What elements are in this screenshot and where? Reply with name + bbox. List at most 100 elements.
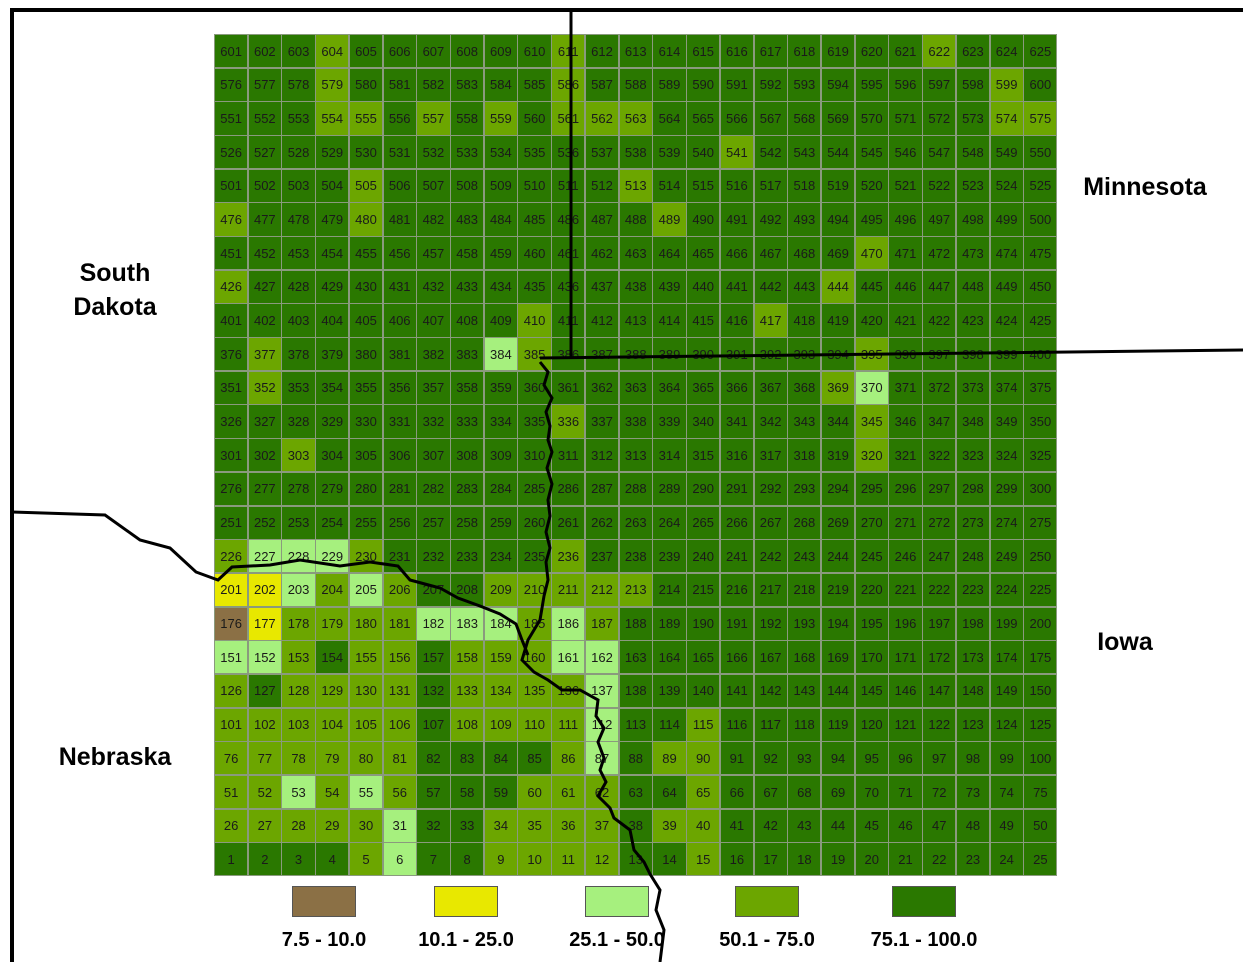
grid-cell: 185 (517, 606, 552, 641)
grid-cell: 78 (281, 741, 316, 776)
grid-cell: 43 (787, 808, 822, 843)
grid-cell: 379 (315, 337, 350, 372)
legend-swatch-4 (735, 886, 799, 917)
legend-label-4: 50.1 - 75.0 (719, 929, 815, 951)
grid-cell: 333 (450, 404, 485, 439)
grid-cell: 300 (1023, 471, 1058, 506)
grid-cell: 215 (686, 572, 721, 608)
grid-cell: 71 (888, 774, 923, 810)
grid-cell: 526 (214, 135, 249, 170)
grid-cell: 435 (517, 269, 552, 304)
grid-cell: 534 (483, 135, 518, 170)
grid-cell: 344 (820, 404, 856, 439)
grid-cell: 166 (719, 640, 755, 675)
grid-cell: 391 (719, 337, 755, 372)
grid-cell: 541 (719, 135, 755, 170)
state-label-nebraska: Nebraska (58, 743, 172, 771)
grid-cell: 590 (686, 67, 721, 102)
grid-cell: 283 (450, 471, 485, 506)
grid-cell: 618 (787, 34, 822, 69)
grid-cell: 445 (854, 269, 889, 304)
grid-cell: 522 (922, 168, 957, 203)
grid-cell: 390 (686, 337, 721, 372)
grid-cell: 342 (753, 404, 788, 439)
grid-cell: 150 (1023, 673, 1058, 709)
grid-cell: 306 (382, 438, 417, 473)
grid-cell: 176 (214, 606, 249, 641)
grid-cell: 248 (955, 539, 991, 574)
grid-cell: 400 (1023, 337, 1058, 372)
grid-cell: 81 (382, 741, 417, 776)
grid-cell: 542 (753, 135, 788, 170)
grid-cell: 277 (247, 471, 282, 506)
grid-cell: 465 (686, 236, 721, 271)
grid-cell: 423 (955, 303, 991, 338)
grid-cell: 488 (618, 202, 653, 237)
grid-cell: 107 (416, 707, 451, 742)
grid-cell: 67 (753, 774, 788, 810)
grid-cell: 4 (315, 842, 350, 877)
grid-cell: 14 (652, 842, 687, 877)
grid-cell: 182 (416, 606, 451, 641)
grid-cell: 88 (618, 741, 653, 776)
grid-cell: 194 (820, 606, 856, 641)
grid-cell: 124 (989, 707, 1024, 742)
grid-cell: 230 (348, 539, 384, 574)
grid-cell: 456 (382, 236, 417, 271)
grid-cell: 229 (315, 539, 350, 574)
grid-cell: 495 (854, 202, 889, 237)
grid-cell: 586 (551, 67, 586, 102)
grid-cell: 596 (888, 67, 923, 102)
grid-cell: 416 (719, 303, 755, 338)
grid-cell: 600 (1023, 67, 1058, 102)
grid-cell: 450 (1023, 269, 1058, 304)
grid-cell: 320 (854, 438, 889, 473)
grid-cell: 561 (551, 101, 586, 136)
grid-cell: 144 (820, 673, 856, 709)
grid-cell: 332 (416, 404, 451, 439)
grid-cell: 211 (551, 572, 586, 608)
grid-cell: 66 (719, 774, 755, 810)
grid-cell: 140 (686, 673, 721, 709)
grid-cell: 424 (989, 303, 1024, 338)
grid-cell: 80 (348, 741, 384, 776)
grid-cell: 296 (888, 471, 923, 506)
grid-cell: 623 (955, 34, 991, 69)
grid-cell: 8 (450, 842, 485, 877)
grid-cell: 454 (315, 236, 350, 271)
state-label-minnesota: Minnesota (1083, 173, 1207, 201)
grid-cell: 235 (517, 539, 552, 574)
grid-cell: 403 (281, 303, 316, 338)
grid-cell: 89 (652, 741, 687, 776)
grid-cell: 18 (787, 842, 822, 877)
grid-cell: 595 (854, 67, 889, 102)
grid-cell: 155 (348, 640, 384, 675)
grid-cell: 262 (584, 505, 620, 540)
grid-cell: 94 (820, 741, 856, 776)
grid-cell: 497 (922, 202, 957, 237)
grid-cell: 583 (450, 67, 485, 102)
grid-cell: 535 (517, 135, 552, 170)
grid-cell: 135 (517, 673, 552, 709)
grid-cell: 119 (820, 707, 856, 742)
grid-cell: 427 (247, 269, 282, 304)
grid-cell: 511 (551, 168, 586, 203)
grid-cell: 201 (214, 572, 249, 608)
grid-cell: 555 (348, 101, 384, 136)
grid-cell: 543 (787, 135, 822, 170)
grid-cell: 486 (551, 202, 586, 237)
grid-cell: 335 (517, 404, 552, 439)
grid-cell: 485 (517, 202, 552, 237)
grid-cell: 425 (1023, 303, 1058, 338)
grid-cell: 514 (652, 168, 687, 203)
grid-cell: 378 (281, 337, 316, 372)
grid-cell: 16 (719, 842, 755, 877)
grid-cell: 591 (719, 67, 755, 102)
grid-cell: 467 (753, 236, 788, 271)
grid-cell: 27 (247, 808, 282, 843)
grid-cell: 459 (483, 236, 518, 271)
grid-cell: 169 (820, 640, 856, 675)
grid-cell: 519 (820, 168, 856, 203)
grid-cell: 240 (686, 539, 721, 574)
grid-cell: 505 (348, 168, 384, 203)
